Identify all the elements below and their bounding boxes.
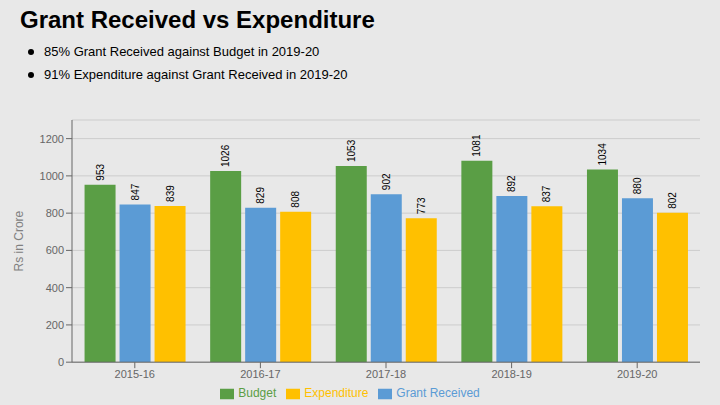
svg-text:0: 0 bbox=[58, 356, 64, 368]
svg-text:953: 953 bbox=[95, 164, 106, 181]
svg-text:839: 839 bbox=[165, 185, 176, 202]
svg-text:600: 600 bbox=[46, 244, 64, 256]
svg-text:2019-20: 2019-20 bbox=[617, 368, 657, 380]
svg-text:892: 892 bbox=[506, 175, 517, 192]
html-text:85% Grant Received against Bud: 85% Grant Received against Budget in 201… bbox=[44, 44, 320, 59]
svg-text:800: 800 bbox=[46, 207, 64, 219]
svg-text:1026: 1026 bbox=[220, 144, 231, 167]
svg-text:2018-19: 2018-19 bbox=[491, 368, 531, 380]
svg-text:802: 802 bbox=[667, 192, 678, 209]
svg-text:400: 400 bbox=[46, 282, 64, 294]
svg-text:880: 880 bbox=[632, 177, 643, 194]
svg-text:837: 837 bbox=[541, 185, 552, 202]
svg-text:773: 773 bbox=[416, 197, 427, 214]
html-text:Budget: Budget bbox=[238, 386, 277, 401]
html-text:Grant Received vs Expenditure: Grant Received vs Expenditure bbox=[20, 6, 375, 33]
svg-text:808: 808 bbox=[290, 191, 301, 208]
html-text:Grant Received: Grant Received bbox=[396, 386, 480, 401]
svg-text:2016-17: 2016-17 bbox=[240, 368, 280, 380]
svg-text:1081: 1081 bbox=[471, 134, 482, 157]
svg-text:Rs in Crore: Rs in Crore bbox=[12, 210, 26, 271]
svg-text:2015-16: 2015-16 bbox=[115, 368, 155, 380]
svg-text:1053: 1053 bbox=[346, 139, 357, 162]
svg-text:902: 902 bbox=[381, 173, 392, 190]
svg-text:1000: 1000 bbox=[40, 170, 64, 182]
svg-text:847: 847 bbox=[130, 183, 141, 200]
svg-text:200: 200 bbox=[46, 319, 64, 331]
svg-text:1200: 1200 bbox=[40, 133, 64, 145]
html-text:Expenditure: Expenditure bbox=[304, 386, 369, 401]
svg-text:1034: 1034 bbox=[597, 143, 608, 166]
svg-text:829: 829 bbox=[255, 187, 266, 204]
html-text:91% Expenditure against Grant: 91% Expenditure against Grant Received i… bbox=[44, 67, 348, 82]
svg-text:2017-18: 2017-18 bbox=[366, 368, 406, 380]
